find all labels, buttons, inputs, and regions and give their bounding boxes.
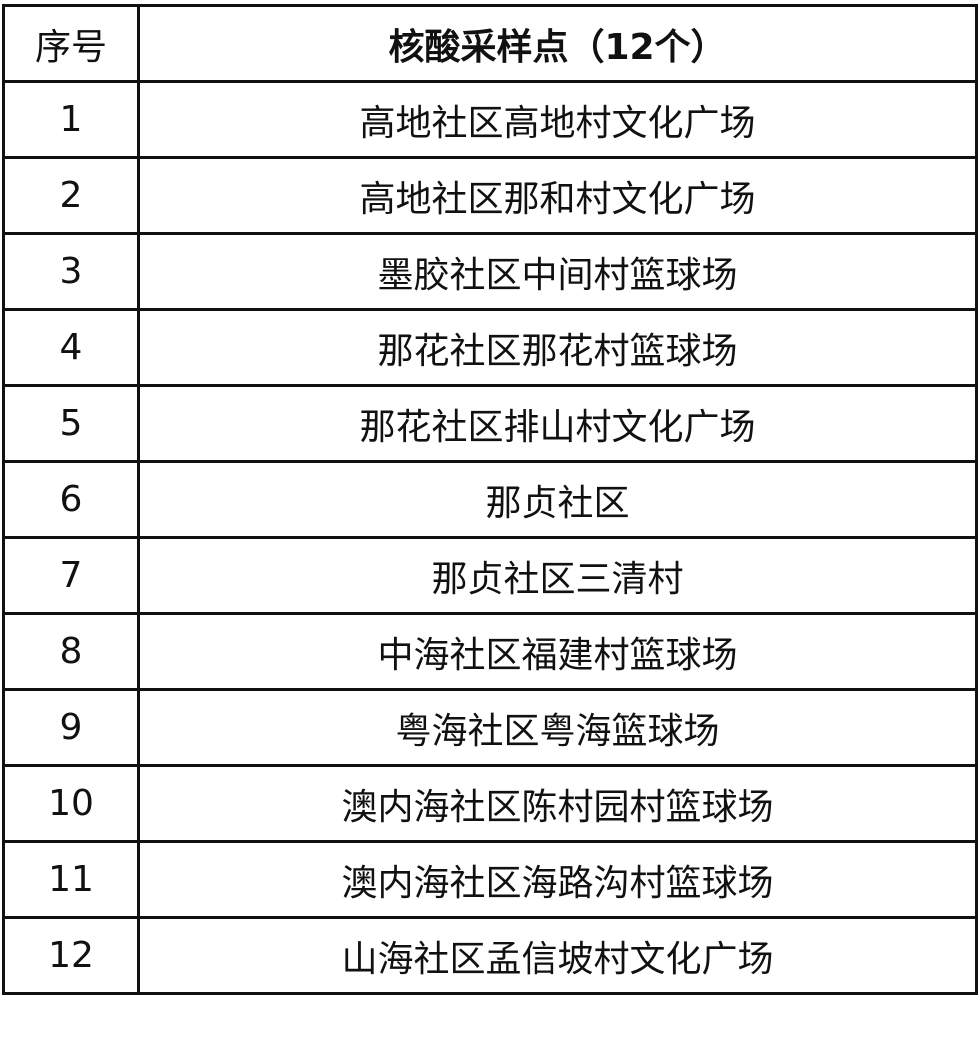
cell-index: 6 — [2, 460, 140, 539]
cell-index: 7 — [2, 536, 140, 615]
cell-site: 中海社区福建村篮球场 — [137, 612, 978, 691]
table-row: 12 山海社区孟信坡村文化广场 — [2, 916, 978, 995]
cell-site: 山海社区孟信坡村文化广场 — [137, 916, 978, 995]
table-row: 9 粤海社区粤海篮球场 — [2, 688, 978, 767]
cell-index: 9 — [2, 688, 140, 767]
table-row: 1 高地社区高地村文化广场 — [2, 80, 978, 159]
cell-index: 2 — [2, 156, 140, 235]
cell-site: 那贞社区 — [137, 460, 978, 539]
table-row: 10 澳内海社区陈村园村篮球场 — [2, 764, 978, 843]
cell-index: 4 — [2, 308, 140, 387]
cell-index: 3 — [2, 232, 140, 311]
cell-site: 澳内海社区陈村园村篮球场 — [137, 764, 978, 843]
cell-index: 5 — [2, 384, 140, 463]
cell-site: 高地社区高地村文化广场 — [137, 80, 978, 159]
table-row: 7 那贞社区三清村 — [2, 536, 978, 615]
cell-site: 澳内海社区海路沟村篮球场 — [137, 840, 978, 919]
table-row: 11 澳内海社区海路沟村篮球场 — [2, 840, 978, 919]
cell-site: 那花社区那花村篮球场 — [137, 308, 978, 387]
cell-site: 高地社区那和村文化广场 — [137, 156, 978, 235]
cell-site: 粤海社区粤海篮球场 — [137, 688, 978, 767]
cell-index: 10 — [2, 764, 140, 843]
header-site: 核酸采样点（12个） — [137, 4, 978, 83]
cell-index: 11 — [2, 840, 140, 919]
cell-index: 8 — [2, 612, 140, 691]
cell-index: 12 — [2, 916, 140, 995]
cell-site: 墨胶社区中间村篮球场 — [137, 232, 978, 311]
cell-index: 1 — [2, 80, 140, 159]
table-row: 8 中海社区福建村篮球场 — [2, 612, 978, 691]
header-index: 序号 — [2, 4, 140, 83]
table-row: 4 那花社区那花村篮球场 — [2, 308, 978, 387]
cell-site: 那贞社区三清村 — [137, 536, 978, 615]
cell-site: 那花社区排山村文化广场 — [137, 384, 978, 463]
table-row: 2 高地社区那和村文化广场 — [2, 156, 978, 235]
table-row: 6 那贞社区 — [2, 460, 978, 539]
sampling-sites-table: 序号 核酸采样点（12个） 1 高地社区高地村文化广场 2 高地社区那和村文化广场 3 墨… — [2, 4, 978, 995]
table-row: 3 墨胶社区中间村篮球场 — [2, 232, 978, 311]
table-header-row: 序号 核酸采样点（12个） — [2, 4, 978, 83]
table-row: 5 那花社区排山村文化广场 — [2, 384, 978, 463]
